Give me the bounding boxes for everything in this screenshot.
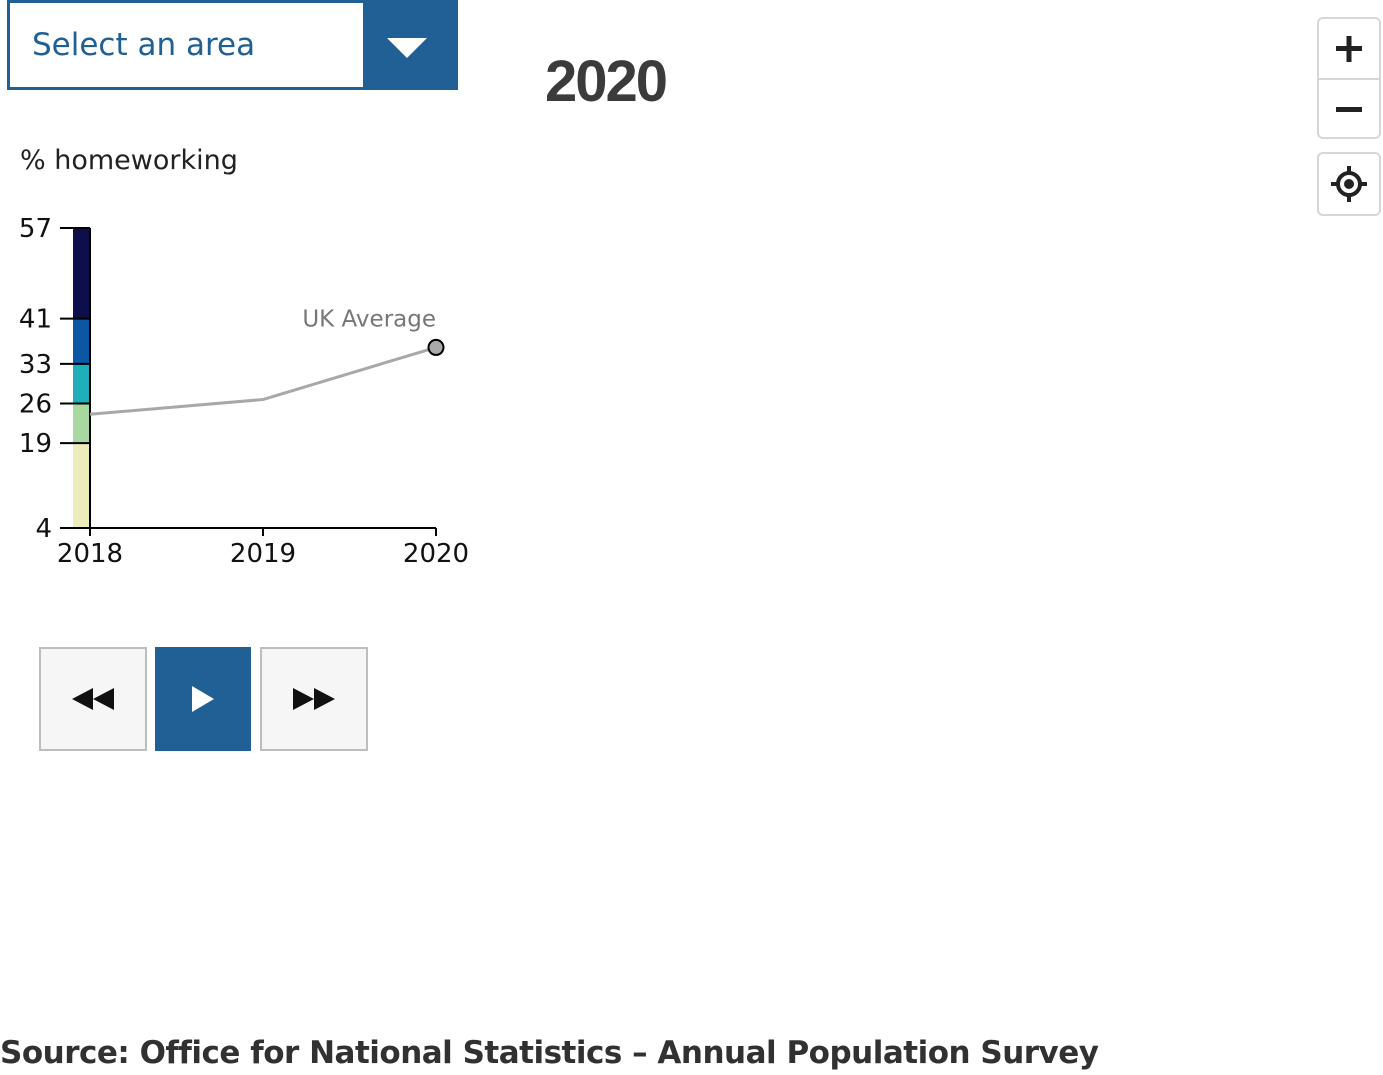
rewind-button[interactable] bbox=[39, 647, 147, 751]
color-scale-band bbox=[73, 443, 90, 528]
area-select-dropdown[interactable]: Select an area bbox=[7, 0, 458, 90]
locate-button[interactable] bbox=[1317, 152, 1381, 216]
color-scale-band bbox=[73, 318, 90, 364]
chevron-down-icon[interactable] bbox=[363, 3, 455, 87]
minus-icon bbox=[1336, 106, 1362, 112]
zoom-controls bbox=[1317, 17, 1381, 139]
y-tick-label: 33 bbox=[19, 350, 52, 380]
color-scale-band bbox=[73, 403, 90, 444]
play-icon bbox=[192, 686, 214, 712]
zoom-in-button[interactable] bbox=[1319, 19, 1379, 78]
y-tick-label: 19 bbox=[19, 429, 52, 459]
fast-forward-button[interactable] bbox=[260, 647, 368, 751]
y-tick-label: 57 bbox=[19, 214, 52, 244]
rewind-icon bbox=[72, 688, 114, 710]
uk-average-line bbox=[89, 345, 437, 416]
x-tick-label: 2018 bbox=[57, 539, 123, 569]
plus-icon bbox=[1336, 35, 1362, 62]
y-tick-label: 26 bbox=[19, 389, 52, 419]
color-scale-band bbox=[73, 228, 90, 319]
uk-average-point bbox=[427, 338, 445, 356]
fast-forward-icon bbox=[293, 688, 335, 710]
uk-average-label: UK Average bbox=[302, 306, 436, 332]
zoom-out-button[interactable] bbox=[1319, 78, 1379, 137]
source-note: Source: Office for National Statistics –… bbox=[0, 1035, 1099, 1071]
x-tick-label: 2019 bbox=[230, 539, 296, 569]
year-title: 2020 bbox=[545, 49, 668, 114]
legend-title: % homeworking bbox=[20, 145, 238, 176]
crosshair-icon bbox=[1331, 166, 1367, 202]
y-tick-label: 41 bbox=[19, 305, 52, 335]
color-scale-band bbox=[73, 363, 90, 404]
homeworking-chart: 4 19 26 33 41 57 2018 2019 2020 UK Average bbox=[19, 214, 469, 569]
area-select-label: Select an area bbox=[32, 27, 256, 63]
play-button[interactable] bbox=[155, 647, 251, 751]
x-tick-label: 2020 bbox=[403, 539, 469, 569]
y-tick-label: 4 bbox=[35, 514, 52, 544]
